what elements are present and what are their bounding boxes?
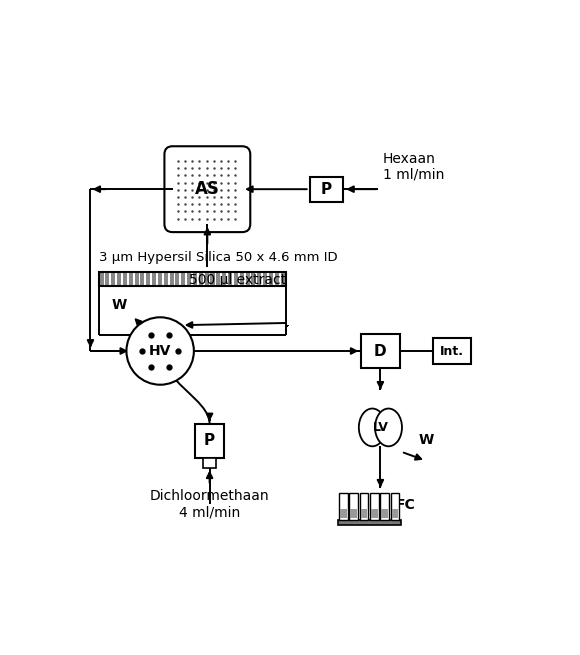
Bar <box>263 272 267 286</box>
Bar <box>117 272 121 286</box>
Text: HV: HV <box>149 344 171 358</box>
Bar <box>251 272 255 286</box>
Text: 500 μl extract: 500 μl extract <box>189 273 287 288</box>
Text: P: P <box>204 434 215 449</box>
Text: FC: FC <box>396 498 416 512</box>
Text: 3 μm Hypersil Silica 50 x 4.6 mm ID: 3 μm Hypersil Silica 50 x 4.6 mm ID <box>100 252 338 264</box>
Text: D: D <box>374 343 387 358</box>
Bar <box>281 272 285 286</box>
Text: P: P <box>321 181 332 196</box>
Bar <box>275 272 279 286</box>
Bar <box>245 272 249 286</box>
Bar <box>370 493 379 519</box>
Bar <box>164 272 168 286</box>
Bar <box>269 272 273 286</box>
Ellipse shape <box>375 409 402 446</box>
Bar <box>205 272 209 286</box>
Bar <box>146 272 150 286</box>
Bar <box>361 334 400 368</box>
Text: W: W <box>112 298 128 312</box>
Text: Int.: Int. <box>440 345 465 358</box>
Bar <box>433 337 472 364</box>
Bar <box>360 493 368 519</box>
Text: W: W <box>419 432 434 447</box>
Bar <box>135 272 139 286</box>
Bar <box>234 272 238 286</box>
Text: AS: AS <box>195 180 220 198</box>
Bar <box>258 272 262 286</box>
Bar <box>350 509 357 518</box>
Bar <box>187 272 191 286</box>
Bar <box>182 272 186 286</box>
Bar <box>158 272 162 286</box>
Bar <box>199 272 203 286</box>
Bar <box>371 509 378 518</box>
Bar <box>211 272 215 286</box>
Bar <box>111 272 115 286</box>
Text: LV: LV <box>372 421 389 434</box>
Bar <box>222 272 226 286</box>
Bar <box>310 177 343 202</box>
Bar <box>123 272 127 286</box>
Bar <box>140 272 144 286</box>
Bar <box>338 519 401 525</box>
Bar <box>169 272 173 286</box>
Bar <box>392 509 398 518</box>
Text: Hexaan
1 ml/min: Hexaan 1 ml/min <box>383 151 444 182</box>
Bar <box>240 272 244 286</box>
Bar <box>195 424 224 458</box>
Bar <box>100 272 103 286</box>
Bar <box>216 272 220 286</box>
Bar <box>361 509 367 518</box>
Bar <box>193 272 197 286</box>
Bar <box>129 272 133 286</box>
Bar <box>380 493 389 519</box>
Bar <box>106 272 110 286</box>
Bar <box>339 493 347 519</box>
Bar <box>391 493 399 519</box>
Bar <box>340 509 347 518</box>
Circle shape <box>126 317 194 384</box>
Ellipse shape <box>359 409 386 446</box>
Bar <box>175 272 179 286</box>
Bar <box>381 509 388 518</box>
Bar <box>228 272 232 286</box>
Bar <box>203 458 216 468</box>
Bar <box>152 272 156 286</box>
Bar <box>100 272 286 286</box>
Bar <box>349 493 358 519</box>
Text: Dichloormethaan
4 ml/min: Dichloormethaan 4 ml/min <box>150 489 269 519</box>
